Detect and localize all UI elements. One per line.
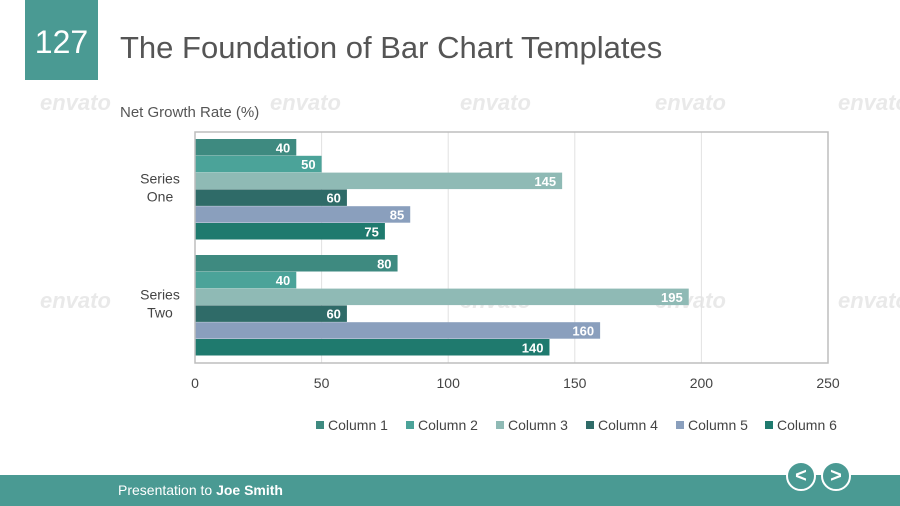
data-label: 80	[377, 256, 391, 271]
data-label: 60	[326, 191, 340, 206]
legend-swatch	[586, 421, 594, 429]
data-label: 195	[661, 290, 683, 305]
legend-label: Column 4	[598, 417, 658, 433]
previous-slide-button[interactable]: <	[786, 461, 816, 491]
x-tick-label: 200	[690, 375, 714, 391]
data-label: 50	[301, 157, 315, 172]
legend-swatch	[316, 421, 324, 429]
bar	[195, 155, 322, 173]
slide-number: 127	[25, 0, 98, 80]
bar	[195, 339, 550, 356]
presenter-name: Joe Smith	[216, 482, 283, 498]
bar	[195, 305, 347, 322]
legend-label: Column 1	[328, 417, 388, 433]
bar	[195, 172, 563, 190]
legend-label: Column 3	[508, 417, 568, 433]
bar	[195, 288, 689, 306]
category-label: Series	[140, 170, 180, 186]
category-label: Two	[147, 304, 173, 320]
legend-swatch	[765, 421, 773, 429]
data-label: 140	[522, 340, 544, 355]
data-label: 145	[534, 174, 556, 189]
legend-label: Column 2	[418, 417, 478, 433]
legend-label: Column 6	[777, 417, 837, 433]
chevron-left-icon: <	[795, 465, 807, 487]
x-tick-label: 250	[816, 375, 840, 391]
bar	[195, 139, 297, 156]
bar	[195, 223, 385, 240]
bar	[195, 255, 398, 272]
data-label: 40	[276, 273, 290, 288]
chevron-right-icon: >	[830, 465, 842, 487]
data-label: 40	[276, 140, 290, 155]
bar	[195, 271, 297, 289]
chart-title: Net Growth Rate (%)	[120, 104, 259, 121]
bar	[195, 322, 601, 339]
x-tick-label: 50	[314, 375, 330, 391]
category-label: Series	[140, 286, 180, 302]
x-tick-label: 150	[563, 375, 587, 391]
bar	[195, 189, 347, 206]
footer-text: Presentation to Joe Smith	[118, 482, 283, 498]
legend-swatch	[496, 421, 504, 429]
data-label: 75	[364, 224, 378, 239]
page-title: The Foundation of Bar Chart Templates	[120, 30, 663, 65]
category-label: One	[147, 188, 174, 204]
footer-bar: Presentation to Joe Smith	[0, 475, 900, 506]
bar	[195, 206, 411, 223]
legend-label: Column 5	[688, 417, 748, 433]
data-label: 160	[572, 323, 594, 338]
plot-frame	[194, 131, 829, 364]
legend-swatch	[406, 421, 414, 429]
x-tick-label: 100	[437, 375, 461, 391]
next-slide-button[interactable]: >	[821, 461, 851, 491]
x-tick-label: 0	[191, 375, 199, 391]
data-label: 85	[390, 207, 404, 222]
legend-swatch	[676, 421, 684, 429]
data-label: 60	[326, 307, 340, 322]
footer-prefix: Presentation to	[118, 482, 217, 498]
